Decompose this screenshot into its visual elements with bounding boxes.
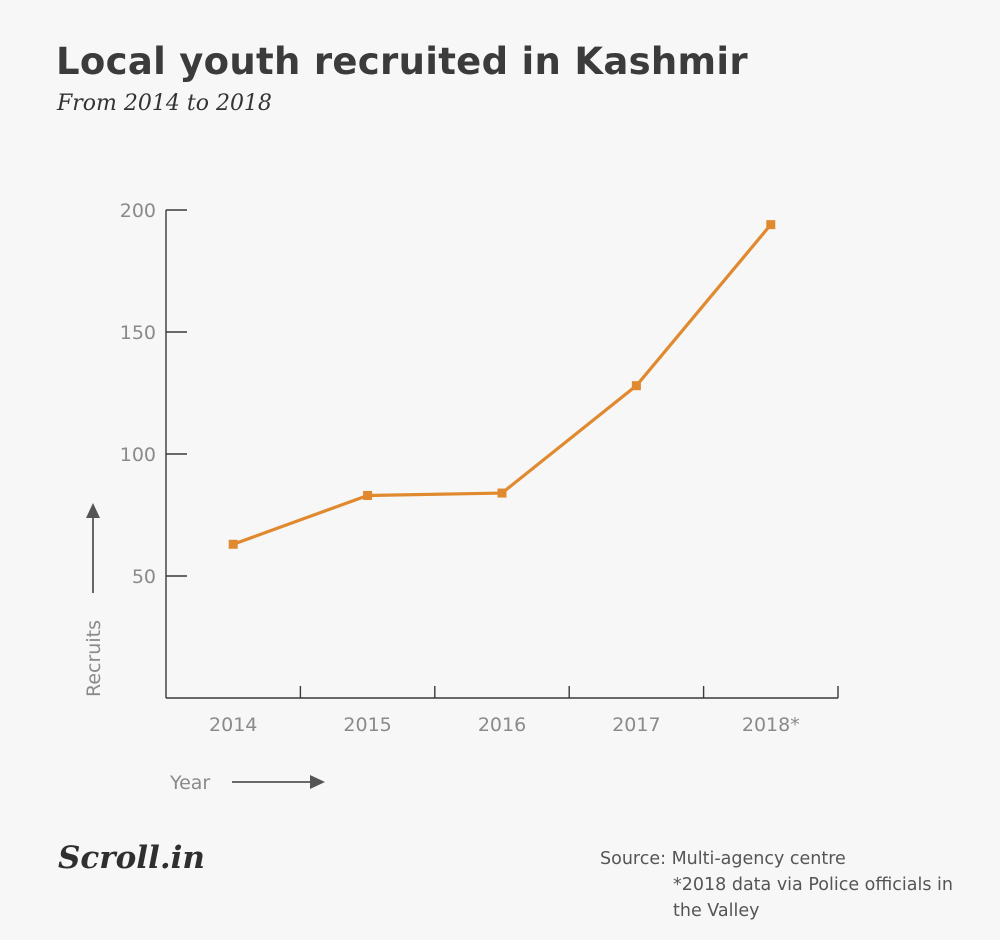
x-tick-label: 2014 (209, 714, 257, 736)
data-point (363, 490, 373, 500)
x-tick-label: 2015 (343, 714, 391, 736)
chart-title: Local youth recruited in Kashmir (56, 40, 748, 83)
data-point (631, 381, 641, 391)
y-axis-label-group: Recruits (83, 503, 105, 697)
line-chart: 50 100 150 200 2014 2015 2016 2017 2018* Recrui… (83, 200, 839, 794)
chart-subtitle: From 2014 to 2018 (57, 91, 272, 116)
data-point (228, 539, 238, 549)
x-tick-label: 2017 (612, 714, 660, 736)
y-tick-label: 150 (120, 322, 156, 344)
y-axis-label: Recruits (83, 620, 105, 697)
data-point (497, 488, 507, 498)
x-axis-label: Year (169, 772, 210, 794)
y-tick-label: 200 (120, 200, 156, 222)
x-axis-ticks: 2014 2015 2016 2017 2018* (209, 686, 839, 736)
x-axis-arrow-head (310, 775, 325, 789)
y-axis-ticks: 50 100 150 200 (120, 200, 187, 588)
source-note: *2018 data via Police officials in the V… (673, 875, 953, 921)
x-axis-label-group: Year (169, 772, 325, 794)
y-tick-label: 100 (120, 444, 156, 466)
data-point (766, 220, 776, 230)
x-tick-label: 2018* (742, 714, 800, 736)
source-text: Source: Multi-agency centre (600, 849, 846, 869)
y-tick-label: 50 (132, 566, 156, 588)
series-points (228, 220, 776, 549)
source-block: Source: Multi-agency centre *2018 data v… (600, 846, 983, 924)
y-axis-arrow-head (86, 503, 100, 518)
scroll-logo: Scroll.in (58, 840, 205, 876)
x-tick-label: 2016 (478, 714, 526, 736)
